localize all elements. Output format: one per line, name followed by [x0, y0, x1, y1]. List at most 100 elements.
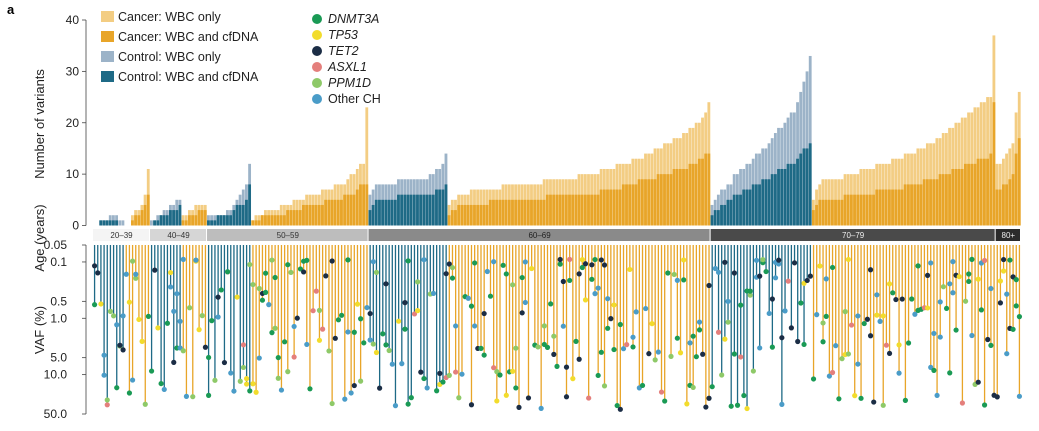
vaf-dot-ppm1d: [725, 319, 731, 325]
control-wbc-cfdna-bar: [761, 179, 765, 226]
vaf-dot-other-ch: [969, 332, 975, 339]
control-wbc-cfdna-bar: [213, 220, 217, 226]
vaf-dot-dnmt3a: [405, 401, 411, 407]
age-band-80: [995, 229, 1020, 241]
vaf-dot-ppm1d: [250, 281, 256, 288]
vaf-dot-dnmt3a: [1016, 314, 1023, 320]
vaf-dot-tet2: [557, 256, 563, 263]
cancer-wbc-cfdna-bar: [992, 102, 996, 226]
legend-swatch-cancer-wbc-only: [101, 11, 114, 22]
vaf-dot-dnmt3a: [554, 363, 560, 369]
cancer-wbc-cfdna-bar: [311, 204, 315, 226]
vaf-dot-asxl1: [291, 354, 297, 360]
vaf-dot-tet2: [867, 333, 874, 339]
cancer-wbc-cfdna-bar: [644, 179, 647, 226]
cancer-wbc-cfdna-bar: [336, 199, 340, 226]
cancer-wbc-cfdna-bar: [200, 210, 204, 226]
cancer-wbc-cfdna-bar: [967, 163, 970, 226]
vaf-dot-other-ch: [430, 290, 437, 297]
cancer-wbc-cfdna-bar: [1005, 184, 1008, 226]
vaf-dot-dnmt3a: [304, 257, 310, 263]
age-band-60-69: [368, 229, 710, 241]
cancer-wbc-cfdna-bar: [146, 194, 150, 226]
cancer-wbc-cfdna-bar: [473, 204, 476, 226]
vaf-dot-other-ch: [459, 371, 465, 377]
vaf-dot-other-ch: [620, 346, 627, 352]
vaf-dot-dnmt3a: [943, 305, 950, 312]
vaf-dot-dnmt3a: [573, 338, 579, 344]
vaf-dot-dnmt3a: [1013, 277, 1019, 283]
vaf-dot-dnmt3a: [440, 379, 446, 385]
vaf-dot-tet2: [443, 271, 449, 277]
vaf-dot-asxl1: [715, 329, 722, 335]
vaf-dot-other-ch: [129, 377, 136, 383]
vaf-dot-other-ch: [342, 396, 348, 402]
vaf-dot-dnmt3a: [209, 318, 215, 324]
vaf-dot-ppm1d: [386, 347, 392, 354]
vaf-dot-dnmt3a: [905, 340, 912, 346]
cancer-wbc-cfdna-bar: [894, 189, 898, 226]
vaf-dot-dnmt3a: [145, 313, 152, 319]
vaf-dot-ppm1d: [652, 357, 658, 363]
control-wbc-cfdna-bar: [739, 194, 742, 226]
vaf-dot-tet2: [893, 296, 899, 303]
cancer-wbc-cfdna-bar: [507, 199, 511, 226]
vaf-dot-asxl1: [310, 308, 316, 314]
vaf-dot-other-ch: [630, 334, 636, 340]
vaf-dot-other-ch: [855, 313, 861, 319]
control-wbc-cfdna-bar: [207, 220, 210, 226]
vaf-dot-tet2: [351, 382, 357, 389]
cancer-wbc-cfdna-bar: [257, 220, 261, 226]
legend-dot-tet2: [312, 46, 322, 56]
vaf-dot-tp53: [874, 312, 880, 318]
control-wbc-cfdna-bar: [409, 194, 413, 226]
control-wbc-cfdna-bar: [444, 184, 448, 226]
vaf-dot-other-ch: [592, 291, 598, 297]
cancer-wbc-cfdna-bar: [526, 199, 530, 226]
control-wbc-cfdna-bar: [235, 204, 239, 226]
control-wbc-cfdna-bar: [175, 210, 179, 226]
vaf-dot-other-ch: [655, 349, 661, 355]
vaf-dot-tet2: [551, 351, 557, 357]
cancer-wbc-cfdna-bar: [587, 194, 590, 226]
vaf-dot-other-ch: [725, 298, 731, 305]
vaf-dot-tet2: [221, 359, 228, 366]
cancer-wbc-cfdna-bar: [590, 194, 594, 226]
vaf-dot-other-ch: [912, 311, 918, 317]
cancer-wbc-cfdna-bar: [621, 184, 625, 226]
vaf-dot-tp53: [924, 305, 931, 311]
vaf-dot-tp53: [886, 281, 893, 287]
cancer-wbc-cfdna-bar: [289, 210, 293, 226]
cancer-wbc-cfdna-bar: [260, 215, 264, 226]
vaf-dot-tp53: [529, 265, 535, 272]
vaf-dot-ppm1d: [845, 351, 851, 357]
vaf-dot-ppm1d: [133, 275, 139, 281]
vaf-dot-tet2: [171, 359, 177, 365]
cancer-wbc-cfdna-bar: [631, 184, 635, 226]
cancer-wbc-cfdna-bar: [697, 158, 701, 226]
vaf-dot-ppm1d: [449, 264, 456, 271]
cancer-wbc-cfdna-bar: [954, 168, 958, 226]
cancer-wbc-cfdna-bar: [343, 194, 347, 226]
vaf-dot-other-ch: [180, 256, 186, 262]
vaf-dot-ppm1d: [326, 348, 332, 354]
vaf-dot-other-ch: [1016, 393, 1023, 399]
vaf-dot-dnmt3a: [487, 293, 494, 299]
vaf-dot-dnmt3a: [519, 274, 525, 281]
cancer-wbc-cfdna-bar: [317, 204, 321, 226]
cancer-wbc-cfdna-bar: [469, 204, 473, 226]
control-wbc-cfdna-bar: [802, 148, 806, 226]
vaf-dot-tp53: [677, 350, 684, 356]
control-wbc-cfdna-bar: [808, 143, 812, 226]
vaf-dot-tet2: [646, 351, 652, 357]
vaf-dot-ppm1d: [275, 375, 281, 381]
vaf-dot-tp53: [817, 263, 823, 269]
vaf-dot-dnmt3a: [820, 339, 826, 345]
vaf-dot-ppm1d: [180, 348, 186, 354]
vaf-dot-dnmt3a: [345, 257, 351, 263]
vaf-dot-ppm1d: [880, 402, 886, 408]
age-band-label: 60–69: [528, 231, 551, 240]
cancer-wbc-cfdna-bar: [815, 204, 818, 226]
vaf-dot-dnmt3a: [434, 388, 440, 394]
vaf-dot-tet2: [576, 356, 582, 362]
